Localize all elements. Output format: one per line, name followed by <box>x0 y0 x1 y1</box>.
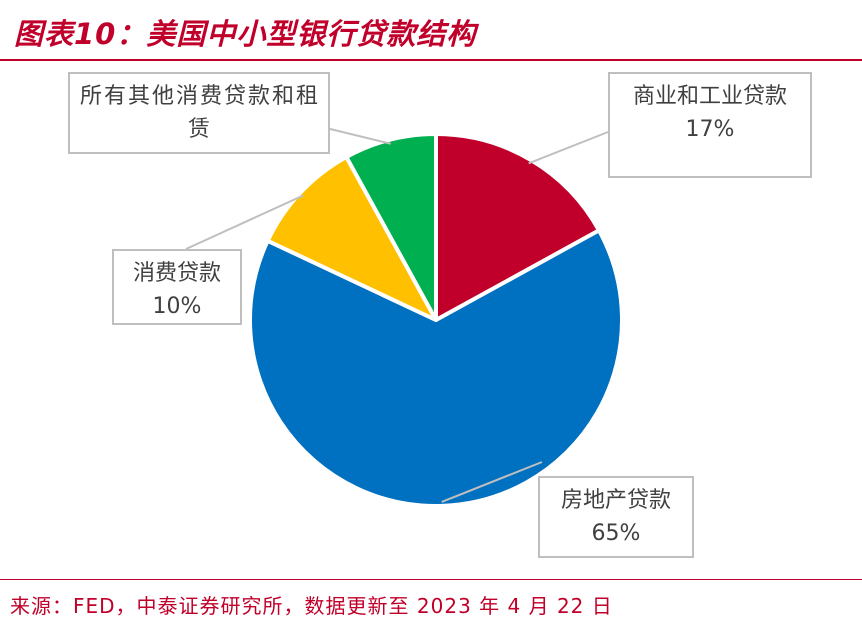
chart-title: 图表10：美国中小型银行贷款结构 <box>14 17 477 51</box>
pie-slice-real-estate <box>248 228 624 509</box>
pie-slice-consumer <box>265 155 438 322</box>
data-label-consumer-value: 10% <box>152 294 202 319</box>
leader-line-commercial-industrial <box>528 131 609 165</box>
data-label-other-consumer: 所有其他消费贷款和租赁 <box>68 72 330 154</box>
pie-slice-other-consumer <box>344 132 438 322</box>
data-label-other-consumer-name: 所有其他消费贷款和租赁 <box>79 84 320 142</box>
data-label-real-estate: 房地产贷款 65% <box>538 476 694 558</box>
leader-line-other-consumer <box>325 127 391 145</box>
pie-slice-commercial-industrial <box>434 132 601 322</box>
footer-divider <box>0 579 862 580</box>
data-label-commercial-industrial: 商业和工业贷款 17% <box>608 72 812 178</box>
data-label-consumer-name: 消费贷款 <box>132 261 221 286</box>
data-label-commercial-industrial-name: 商业和工业贷款 <box>632 84 787 109</box>
data-label-commercial-industrial-value: 17% <box>685 117 735 142</box>
data-label-real-estate-value: 65% <box>591 521 641 546</box>
leader-line-real-estate <box>441 461 543 503</box>
data-label-consumer: 消费贷款 10% <box>112 249 242 325</box>
source-note: 来源：FED，中泰证券研究所，数据更新至 2023 年 4 月 22 日 <box>10 594 613 618</box>
data-label-real-estate-name: 房地产贷款 <box>560 488 671 513</box>
title-divider <box>0 59 862 61</box>
leader-line-consumer <box>185 194 304 250</box>
